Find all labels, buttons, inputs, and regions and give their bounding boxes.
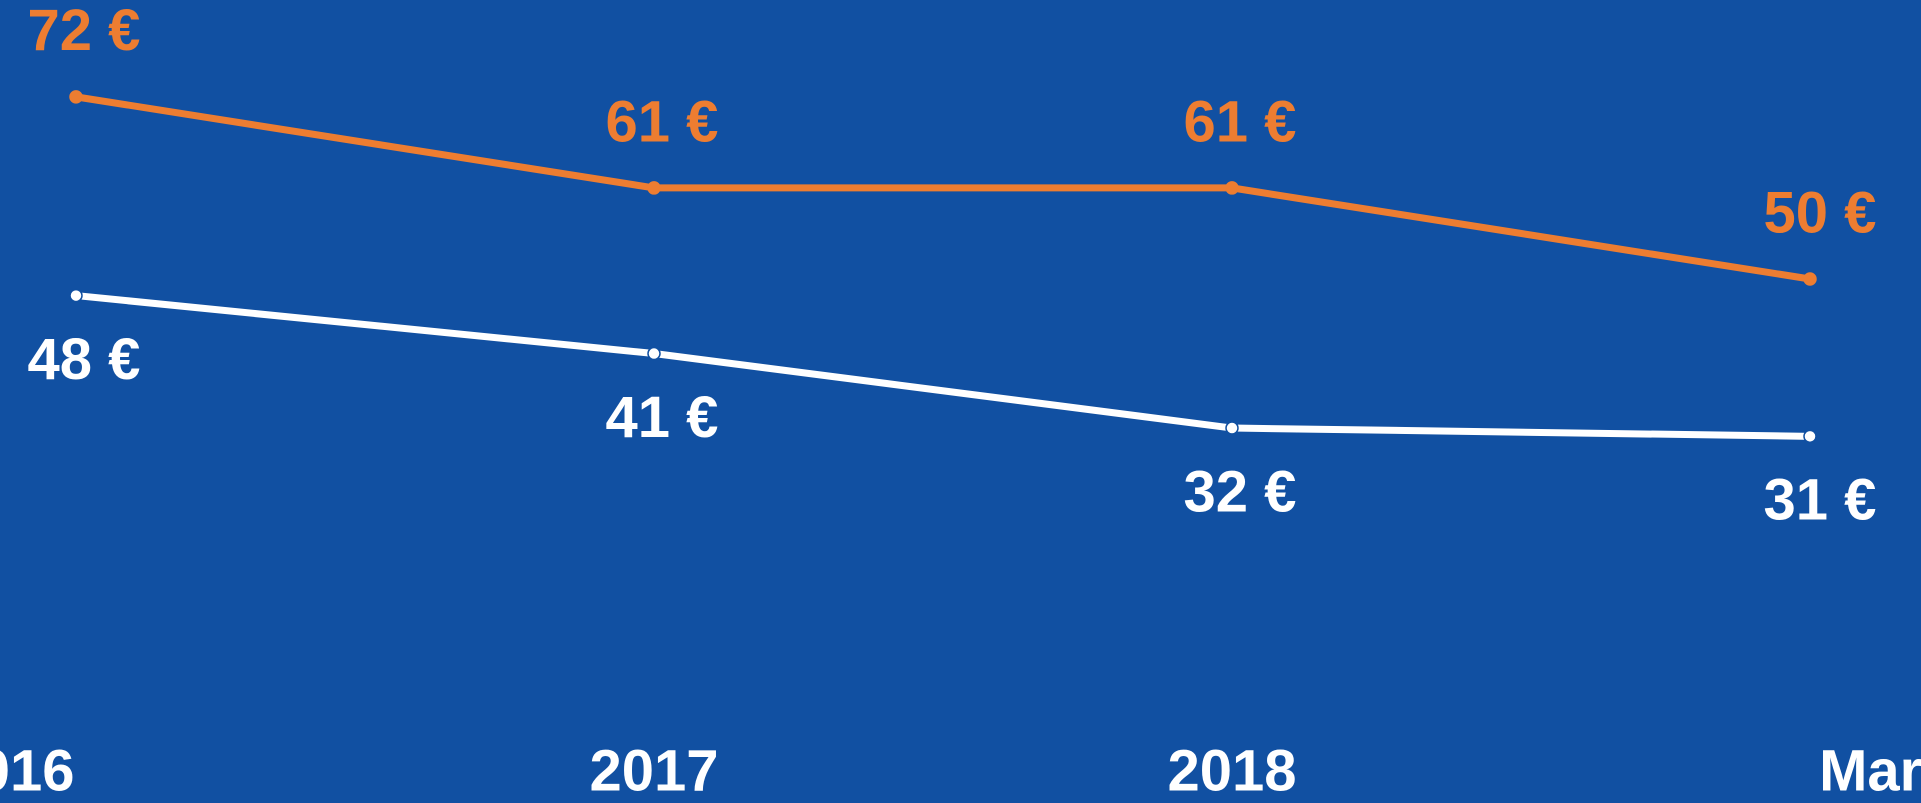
data-label: 41 € xyxy=(606,385,719,450)
data-label: 50 € xyxy=(1764,180,1877,245)
series-line xyxy=(75,292,1811,440)
data-label: 32 € xyxy=(1184,459,1297,524)
data-label: 31 € xyxy=(1764,468,1877,533)
data-label: 48 € xyxy=(28,327,141,392)
point xyxy=(69,288,83,303)
point xyxy=(647,181,661,195)
point xyxy=(647,346,661,361)
point xyxy=(1803,272,1817,286)
data-label: 61 € xyxy=(1184,89,1297,154)
x-tick-label: 2016 xyxy=(0,738,75,803)
data-label: 72 € xyxy=(28,0,141,63)
point xyxy=(1225,421,1239,435)
point xyxy=(1803,429,1817,444)
series-line xyxy=(75,93,1811,283)
point xyxy=(69,90,83,104)
point xyxy=(1225,181,1239,195)
data-label: 61 € xyxy=(606,89,719,154)
x-tick-label: 2018 xyxy=(1167,738,1296,803)
x-tick-label: Mar 19 xyxy=(1819,738,1921,803)
x-tick-label: 2017 xyxy=(589,738,718,803)
